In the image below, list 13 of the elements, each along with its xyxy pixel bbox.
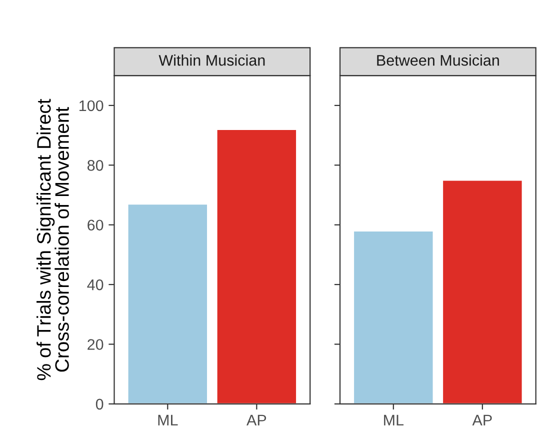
y-tick-label: 20 [88, 339, 104, 350]
x-tick-label: AP [246, 414, 266, 426]
y-axis-title: % of Trials with Significant Direct Cross-correlation of Movement [36, 98, 69, 380]
chart-title: Within Musician [158, 54, 265, 66]
x-tick-label: AP [472, 414, 492, 426]
y-tick-label: 60 [88, 220, 104, 231]
y-tick-label: 80 [87, 160, 104, 171]
x-tick-label: ML [158, 414, 178, 426]
y-tick-label: 40 [87, 279, 104, 290]
y-tick-label: 0 [96, 398, 104, 410]
x-tick-label: ML [384, 414, 404, 426]
chart-title: Between Musician [377, 54, 499, 66]
y-tick-label: 100 [80, 100, 104, 112]
